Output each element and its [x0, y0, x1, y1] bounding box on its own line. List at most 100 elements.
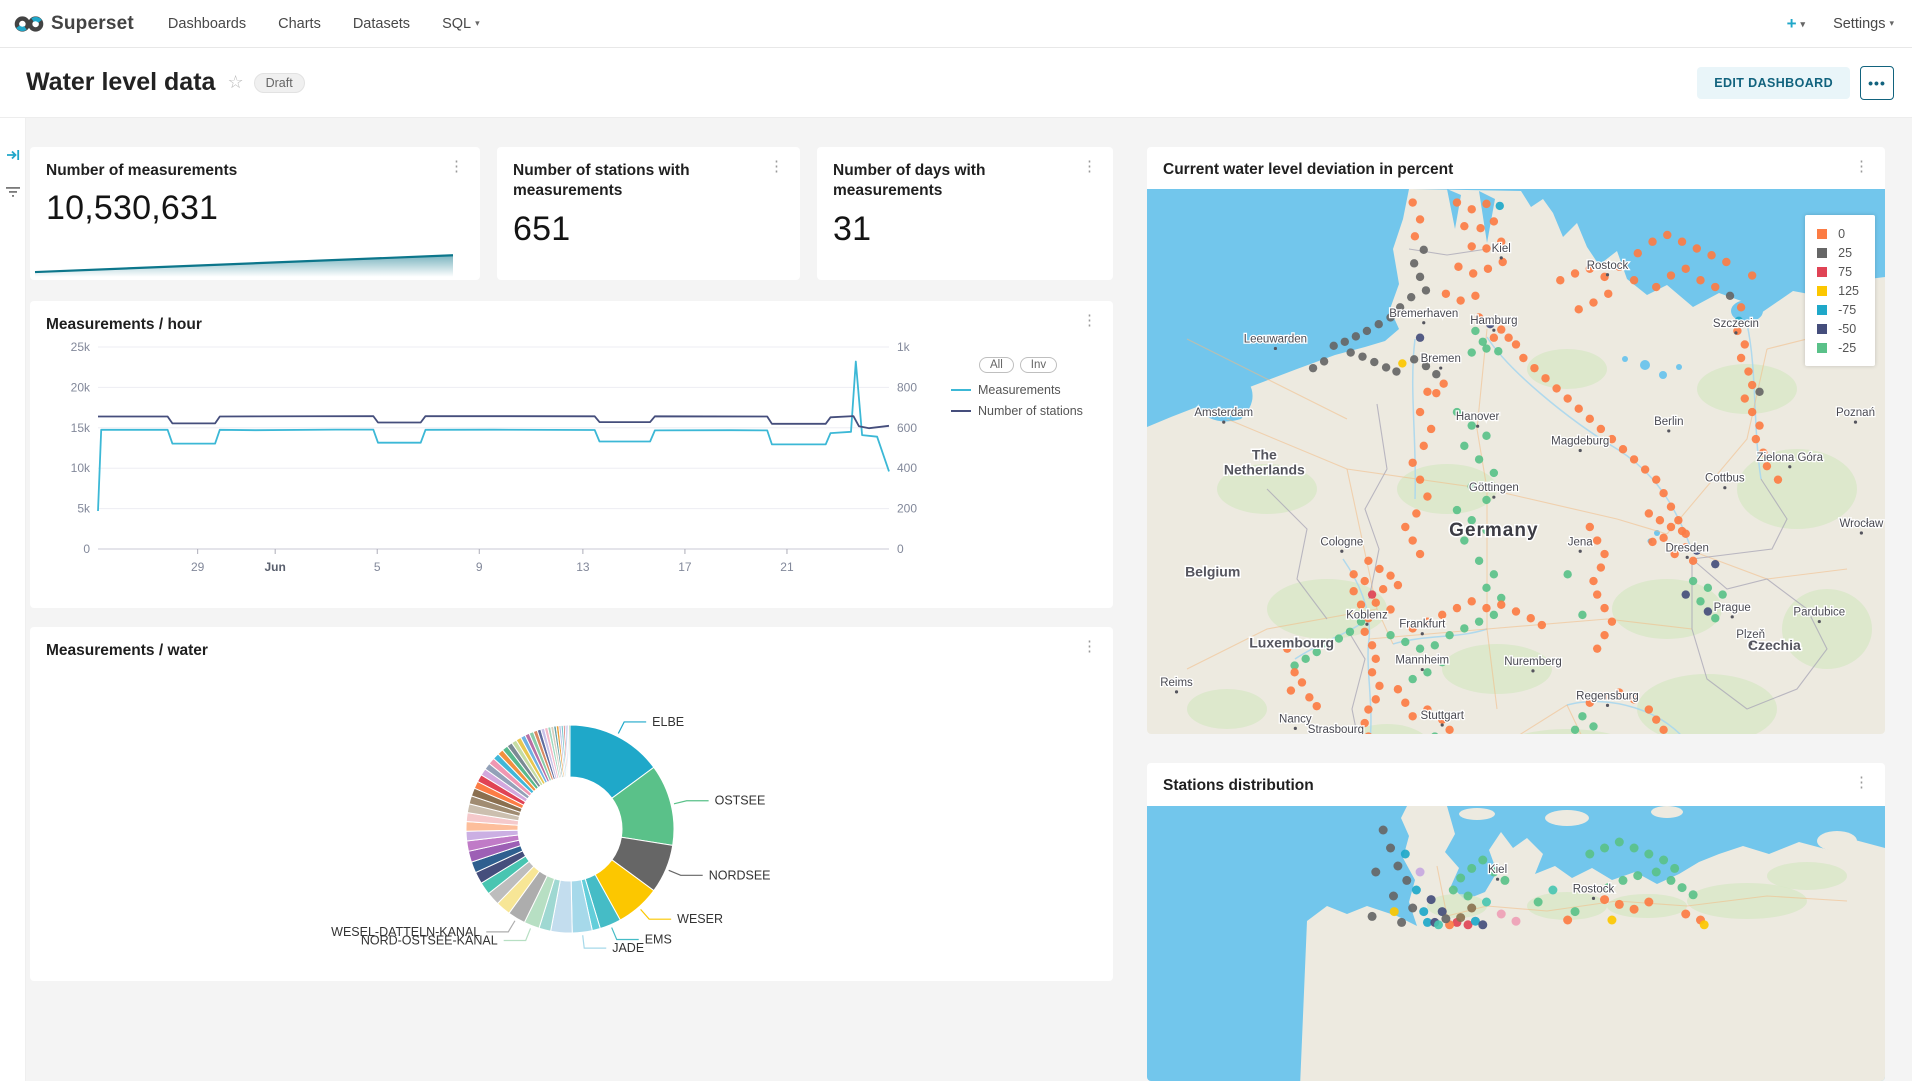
map-label-amsterdam: Amsterdam: [1194, 408, 1253, 420]
station-dot: [1484, 265, 1492, 273]
legend-swatch: [1817, 324, 1827, 334]
map-label-nuremberg: Nuremberg: [1504, 656, 1562, 668]
station-dot: [1530, 364, 1538, 372]
new-item-button[interactable]: +▾: [1787, 14, 1805, 34]
station-dot: [1593, 591, 1601, 599]
nav-item-datasets[interactable]: Datasets: [353, 16, 410, 32]
chart-menu-icon[interactable]: ⋮: [1850, 157, 1873, 176]
station-dot: [1386, 843, 1395, 852]
map-legend-item[interactable]: 25: [1817, 243, 1859, 262]
station-dot: [1442, 290, 1450, 298]
station-dot: [1394, 685, 1402, 693]
station-dot: [1467, 864, 1476, 873]
station-dot: [1575, 306, 1583, 314]
nav-item-charts[interactable]: Charts: [278, 16, 321, 32]
legend-item-measurements[interactable]: Measurements: [951, 383, 1097, 397]
more-options-button[interactable]: •••: [1860, 66, 1894, 100]
stations-map[interactable]: KielRostock: [1147, 806, 1885, 1081]
chart-title: Number of stations with measurements: [513, 161, 766, 202]
nav-item-dashboards[interactable]: Dashboards: [168, 16, 246, 32]
chevron-down-icon: ▾: [1889, 18, 1894, 28]
station-dot: [1748, 381, 1756, 389]
map-legend-item[interactable]: 0: [1817, 224, 1859, 243]
chart-menu-icon[interactable]: ⋮: [1078, 637, 1101, 656]
station-dot: [1608, 618, 1616, 626]
station-dot: [1416, 645, 1424, 653]
station-dot: [1556, 277, 1564, 285]
station-dot: [1445, 726, 1453, 734]
legend-all-button[interactable]: All: [979, 357, 1014, 373]
station-dot: [1456, 913, 1465, 922]
svg-text:1k: 1k: [897, 340, 911, 354]
expand-filter-bar-icon[interactable]: [6, 148, 20, 167]
chart-menu-icon[interactable]: ⋮: [445, 157, 468, 176]
station-dot: [1534, 897, 1543, 906]
water-donut-chart[interactable]: ELBEOSTSEENORDSEEWESEREMSJADENORD-OSTSEE…: [46, 661, 1097, 981]
station-dot: [1460, 442, 1468, 450]
chevron-down-icon: ▾: [475, 18, 480, 28]
station-dot: [1357, 601, 1365, 609]
chart-menu-icon[interactable]: ⋮: [1850, 773, 1873, 792]
station-dot: [1667, 523, 1675, 531]
station-dot: [1454, 263, 1462, 271]
map-legend-item[interactable]: 125: [1817, 281, 1859, 300]
station-dot: [1471, 327, 1479, 335]
station-dot: [1432, 389, 1440, 397]
map-label-rostock: Rostock: [1587, 260, 1629, 272]
chart-title: Number of measurements: [46, 161, 446, 181]
station-dot: [1726, 292, 1734, 300]
station-dot: [1394, 581, 1402, 589]
edit-dashboard-button[interactable]: EDIT DASHBOARD: [1697, 67, 1850, 99]
station-dot: [1741, 341, 1749, 349]
settings-menu[interactable]: Settings▾: [1833, 16, 1894, 32]
chart-menu-icon[interactable]: ⋮: [1078, 311, 1101, 330]
chart-menu-icon[interactable]: ⋮: [1078, 157, 1101, 176]
station-dot: [1401, 523, 1409, 531]
map-canvas[interactable]: LeeuwardenAmsterdamTheNetherlandsBelgium…: [1147, 189, 1885, 734]
station-dot: [1431, 642, 1439, 650]
station-dot: [1500, 876, 1509, 885]
chart-title: Current water level deviation in percent: [1163, 160, 1869, 180]
filter-icon[interactable]: [6, 185, 20, 203]
station-dot: [1656, 516, 1664, 524]
legend-item-number-of-stations[interactable]: Number of stations: [951, 404, 1097, 418]
chart-menu-icon[interactable]: ⋮: [765, 157, 788, 176]
superset-brand[interactable]: Superset: [14, 13, 134, 35]
station-dot: [1748, 408, 1756, 416]
station-dot: [1475, 456, 1483, 464]
station-dot: [1301, 655, 1309, 663]
station-dot: [1416, 273, 1424, 281]
map-legend-item[interactable]: 75: [1817, 262, 1859, 281]
favorite-star-icon[interactable]: ☆: [227, 72, 243, 93]
map-legend: 02575125 -75 -50-25: [1805, 215, 1875, 366]
station-dot: [1678, 527, 1686, 535]
nav-item-sql[interactable]: SQL▾: [442, 16, 480, 32]
map-label-dresden: Dresden: [1665, 543, 1708, 555]
station-dot: [1386, 631, 1394, 639]
station-dot: [1482, 200, 1490, 208]
map-legend-item[interactable]: -25: [1817, 338, 1859, 357]
station-dot: [1393, 861, 1402, 870]
station-dot: [1752, 435, 1760, 443]
map-canvas[interactable]: KielRostock: [1147, 806, 1885, 1081]
station-dot: [1416, 334, 1424, 342]
dashboard-grid: Number of measurements ⋮ 10,530,631 Numb…: [26, 118, 1912, 1081]
station-dot: [1368, 591, 1376, 599]
station-dot: [1482, 245, 1490, 253]
station-dot: [1392, 368, 1400, 376]
station-dot: [1416, 216, 1424, 224]
hourly-line-chart[interactable]: 05k10k15k20k25k02004006008001k29Jun59131…: [46, 339, 937, 579]
station-dot: [1453, 506, 1461, 514]
station-dot: [1648, 238, 1656, 246]
chevron-down-icon: ▾: [1801, 19, 1806, 29]
legend-inv-button[interactable]: Inv: [1020, 357, 1057, 373]
station-dot: [1379, 585, 1387, 593]
map-legend-item[interactable]: -75: [1817, 300, 1859, 319]
station-dot: [1593, 537, 1601, 545]
legend-label: -75: [1838, 303, 1856, 317]
deviation-map[interactable]: LeeuwardenAmsterdamTheNetherlandsBelgium…: [1147, 189, 1885, 734]
map-label-berlin: Berlin: [1654, 416, 1683, 428]
station-dot: [1439, 380, 1447, 388]
station-dot: [1659, 855, 1668, 864]
map-legend-item[interactable]: -50: [1817, 319, 1859, 338]
